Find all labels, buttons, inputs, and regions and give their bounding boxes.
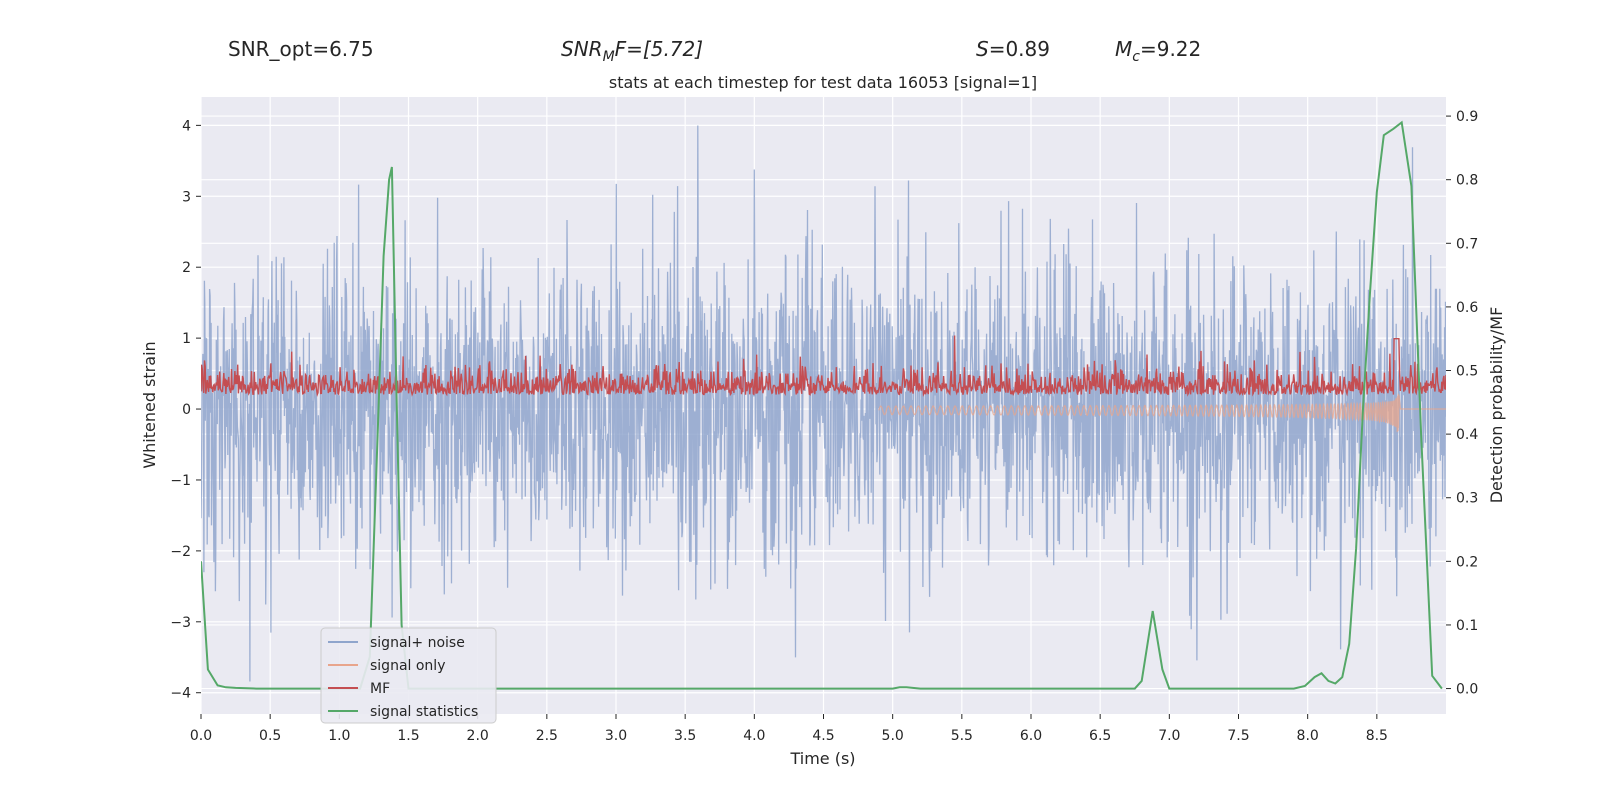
y-left-tick-label: −3	[170, 615, 191, 631]
y-left-tick-label: −1	[170, 473, 191, 489]
x-tick-label: 1.0	[328, 728, 350, 744]
x-tick-label: 4.5	[812, 728, 834, 744]
mc-sym: M	[1115, 37, 1132, 61]
x-tick-label: 8.5	[1366, 728, 1388, 744]
legend-label: signal only	[370, 658, 445, 674]
s-sym: S	[976, 37, 989, 61]
mc-text: Mc=9.22	[1115, 37, 1201, 65]
x-tick-label: 2.0	[467, 728, 489, 744]
y-right-axis-ticks: 0.0 0.1 0.2 0.3 0.4 0.5 0.6 0.7 0.8 0.9	[1446, 109, 1478, 698]
chart-title: stats at each timestep for test data 160…	[609, 73, 1037, 92]
y-right-tick-label: 0.8	[1456, 173, 1478, 189]
y-left-tick-label: 0	[182, 402, 191, 418]
snr-mf-text: SNRMF=[5.72]	[561, 37, 703, 65]
x-tick-label: 7.0	[1158, 728, 1180, 744]
legend-label: signal statistics	[370, 704, 478, 720]
x-tick-label: 7.5	[1227, 728, 1249, 744]
x-tick-label: 2.5	[536, 728, 558, 744]
x-tick-label: 0.0	[190, 728, 212, 744]
mc-value: =9.22	[1140, 37, 1201, 61]
s-text: S=0.89	[976, 37, 1050, 61]
y-left-tick-label: 4	[182, 118, 191, 134]
x-tick-label: 0.5	[259, 728, 281, 744]
x-tick-label: 6.5	[1089, 728, 1111, 744]
y-left-axis-label: Whitened strain	[140, 341, 159, 468]
y-right-tick-label: 0.3	[1456, 491, 1478, 507]
y-left-axis-ticks: −4 −3 −2 −1 0 1 2 3 4	[170, 118, 201, 702]
series-mf	[201, 335, 1446, 397]
snr-mf-base: SNR	[561, 37, 603, 61]
y-right-tick-label: 0.6	[1456, 300, 1478, 316]
x-tick-label: 4.0	[743, 728, 765, 744]
s-value: =0.89	[989, 37, 1050, 61]
legend-box	[320, 627, 497, 724]
x-tick-label: 5.0	[882, 728, 904, 744]
x-tick-label: 3.0	[605, 728, 627, 744]
x-tick-label: 6.0	[1020, 728, 1042, 744]
y-right-axis-label: Detection probability/MF	[1487, 307, 1506, 504]
y-right-tick-label: 0.9	[1456, 109, 1478, 125]
y-right-tick-label: 0.0	[1456, 682, 1478, 698]
y-right-tick-label: 0.1	[1456, 618, 1478, 634]
x-tick-label: 3.5	[674, 728, 696, 744]
y-right-tick-label: 0.4	[1456, 427, 1478, 443]
y-left-tick-label: −2	[170, 544, 191, 560]
legend: signal+ noise signal only MF signal statist…	[320, 627, 497, 724]
y-right-tick-label: 0.2	[1456, 554, 1478, 570]
y-left-tick-label: −4	[170, 686, 191, 702]
x-axis-label: Time (s)	[789, 749, 855, 768]
y-right-tick-label: 0.5	[1456, 364, 1478, 380]
x-tick-label: 8.0	[1297, 728, 1319, 744]
x-tick-label: 1.5	[397, 728, 419, 744]
y-left-tick-label: 1	[182, 331, 191, 347]
snr-opt-text: SNR_opt=6.75	[228, 37, 374, 61]
snr-mf-sub: M	[603, 49, 615, 65]
series-signal-only	[878, 393, 1446, 433]
legend-label: MF	[370, 681, 390, 697]
legend-label: signal+ noise	[370, 635, 465, 651]
y-left-tick-label: 3	[182, 189, 191, 205]
y-left-tick-label: 2	[182, 260, 191, 276]
mc-sub: c	[1132, 49, 1140, 65]
snr-mf-f: F=[5.72]	[615, 37, 703, 61]
y-right-tick-label: 0.7	[1456, 236, 1478, 252]
x-tick-label: 5.5	[951, 728, 973, 744]
x-axis-ticks: 0.0 0.5 1.0 1.5 2.0 2.5 3.0 3.5 4.0 4.5 5.0 5.5 6.0 6…	[190, 714, 1388, 744]
